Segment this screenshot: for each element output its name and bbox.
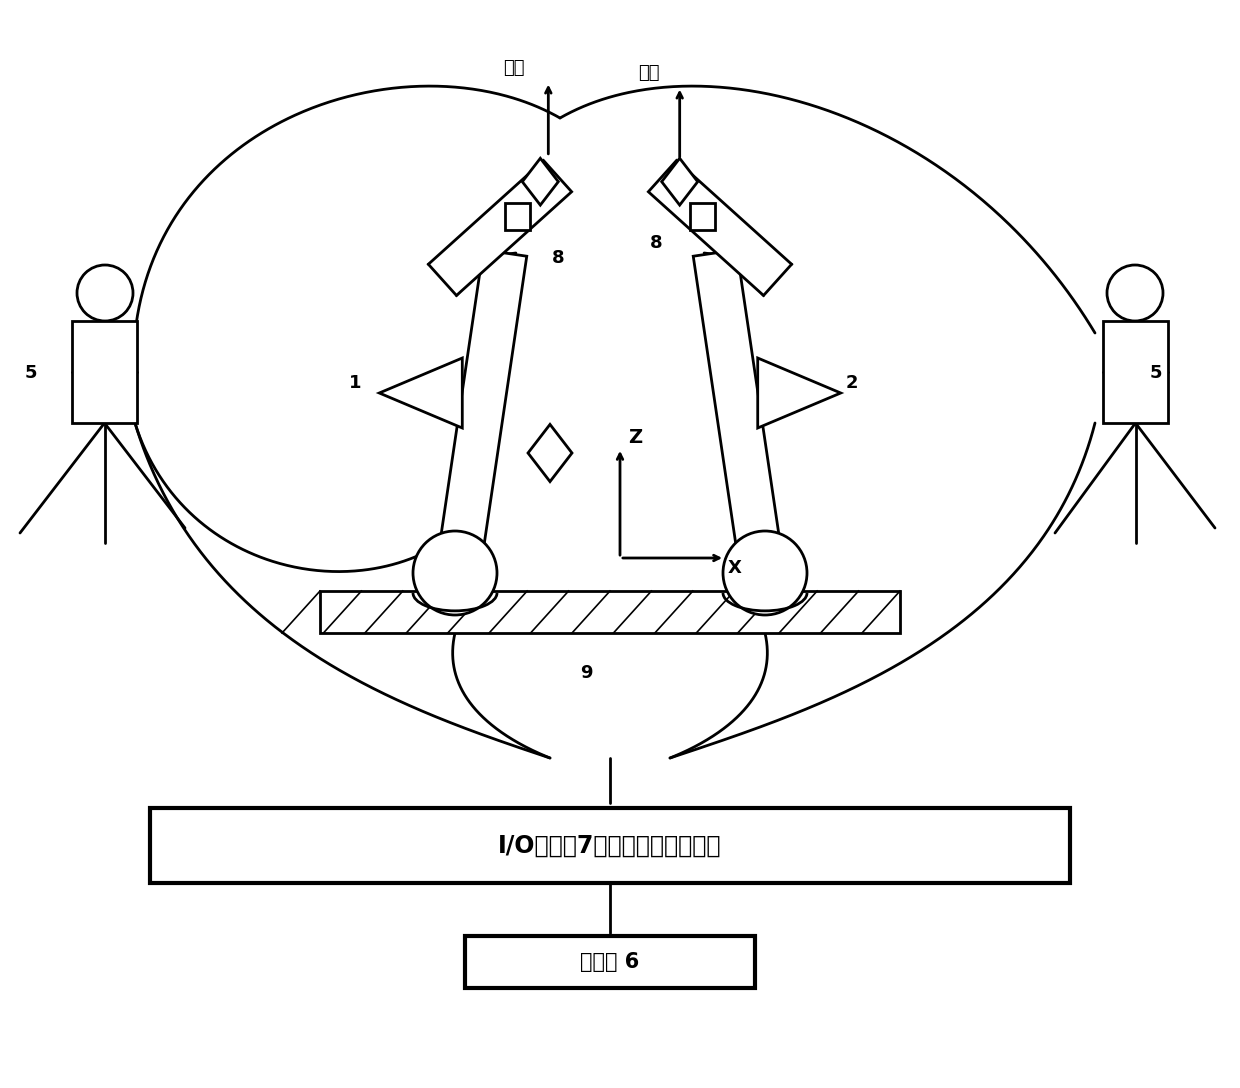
Text: 靶球: 靶球 — [637, 64, 660, 82]
Polygon shape — [662, 158, 698, 206]
Polygon shape — [433, 250, 527, 594]
Text: Z: Z — [627, 428, 642, 447]
Circle shape — [77, 265, 133, 321]
Circle shape — [1107, 265, 1163, 321]
Bar — [1104, 321, 1168, 423]
Polygon shape — [649, 161, 791, 296]
Bar — [150, 808, 1070, 883]
Bar — [465, 936, 755, 988]
Polygon shape — [691, 203, 715, 231]
Text: 靶球: 靶球 — [503, 59, 525, 76]
Text: 上位机 6: 上位机 6 — [580, 952, 640, 972]
Polygon shape — [758, 358, 841, 428]
Polygon shape — [693, 250, 786, 594]
Bar — [72, 321, 136, 423]
Text: X: X — [728, 559, 742, 577]
Bar — [320, 591, 900, 633]
Polygon shape — [428, 161, 572, 296]
Text: 5: 5 — [1149, 364, 1163, 382]
Text: 8: 8 — [650, 234, 662, 252]
Polygon shape — [522, 158, 558, 206]
Circle shape — [413, 531, 497, 615]
Circle shape — [723, 531, 807, 615]
Text: 5: 5 — [25, 364, 37, 382]
Polygon shape — [528, 424, 572, 482]
Text: 8: 8 — [552, 249, 564, 267]
Polygon shape — [379, 358, 463, 428]
Text: 9: 9 — [580, 664, 593, 682]
Text: I/O控制器7，用来保证同步控制: I/O控制器7，用来保证同步控制 — [498, 833, 722, 857]
Text: 1: 1 — [350, 374, 362, 392]
Text: 2: 2 — [846, 374, 858, 392]
Polygon shape — [505, 203, 529, 231]
